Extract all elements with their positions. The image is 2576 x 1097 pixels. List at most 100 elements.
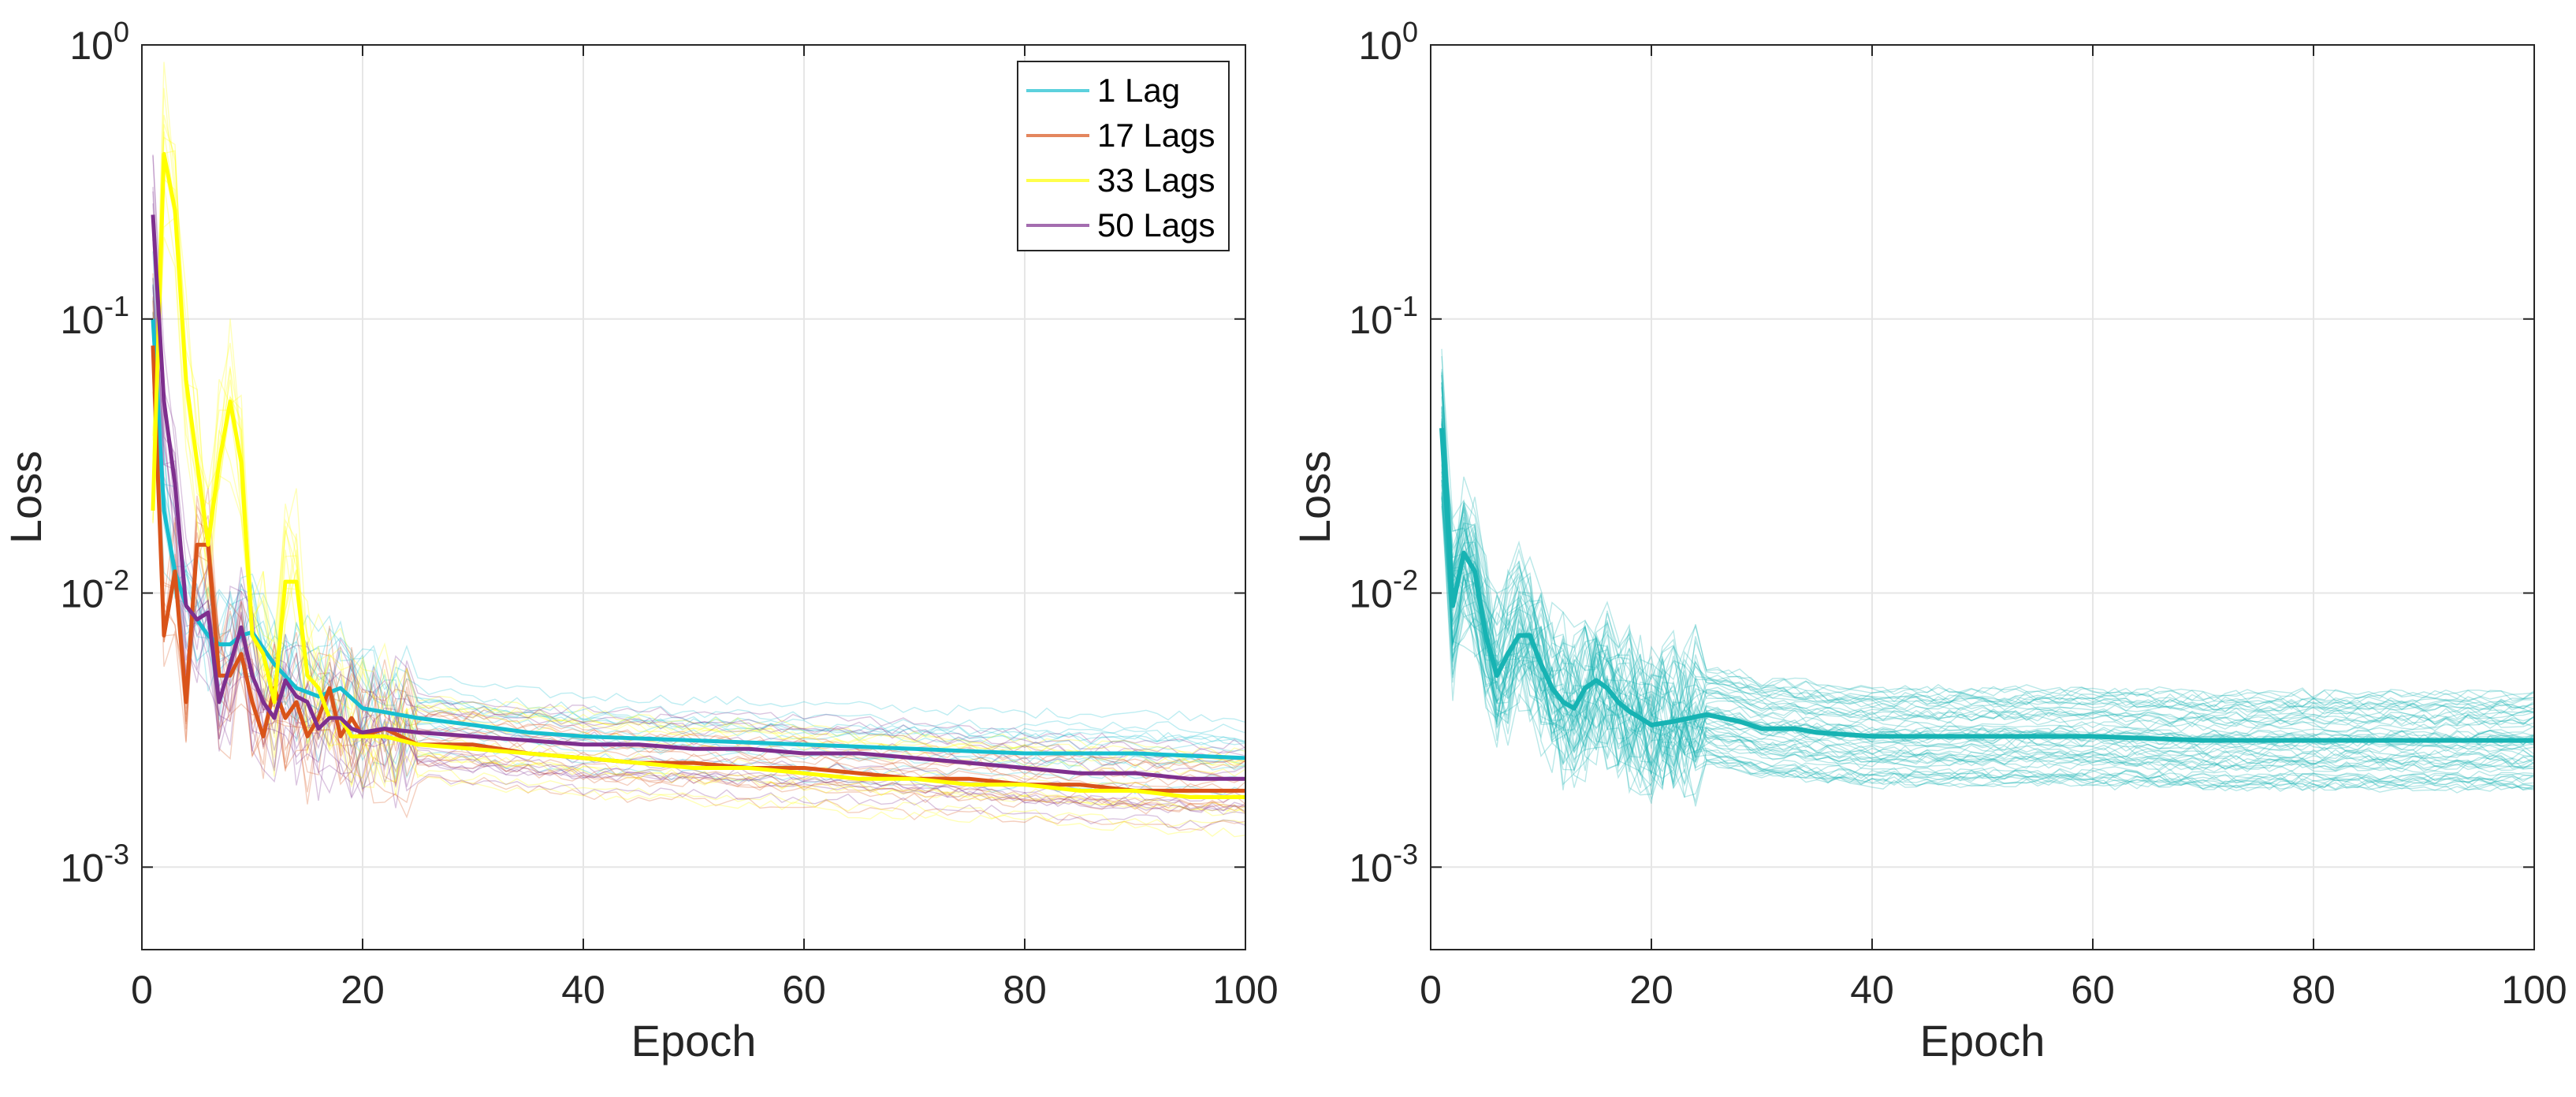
axes-frame bbox=[141, 44, 1246, 950]
background-run-line bbox=[152, 365, 1245, 812]
background-run-line bbox=[152, 154, 1245, 757]
legend-label-50-lags: 50 Lags bbox=[1097, 206, 1215, 244]
x-tick-label: 80 bbox=[1003, 968, 1047, 1012]
x-tick-label: 20 bbox=[1629, 968, 1673, 1012]
background-run-line bbox=[1441, 406, 2534, 770]
y-tick-exponent: 0 bbox=[1402, 16, 1418, 48]
legend-label-17-lags: 17 Lags bbox=[1097, 117, 1215, 154]
background-run-line bbox=[1441, 480, 2534, 783]
background-run-line bbox=[1441, 411, 2534, 742]
background-run-line bbox=[152, 298, 1245, 746]
series-line-mean bbox=[1439, 428, 2534, 743]
y-axis-label: Loss bbox=[1290, 451, 1339, 544]
background-run-line bbox=[1441, 459, 2534, 775]
background-run-line bbox=[1441, 431, 2534, 792]
background-run-line bbox=[1441, 420, 2534, 791]
background-run-line bbox=[1441, 484, 2534, 794]
background-run-line bbox=[152, 155, 1245, 763]
background-run-line bbox=[1441, 443, 2534, 782]
background-run-line bbox=[1441, 506, 2534, 804]
background-run-line bbox=[152, 187, 1245, 751]
background-run-line bbox=[1441, 452, 2534, 784]
background-run-line bbox=[1441, 407, 2534, 752]
background-run-line bbox=[1441, 421, 2534, 785]
background-run-line bbox=[152, 278, 1245, 829]
background-run-line bbox=[152, 177, 1245, 813]
background-run-line bbox=[152, 216, 1245, 827]
background-run-line bbox=[1441, 396, 2534, 727]
background-run-line bbox=[152, 284, 1245, 752]
background-run-line bbox=[1441, 498, 2534, 795]
y-tick-exponent: -2 bbox=[1393, 564, 1418, 597]
background-run-line bbox=[152, 347, 1245, 793]
y-tick-label: 100 bbox=[69, 16, 129, 68]
background-run-line bbox=[152, 322, 1245, 746]
background-run-line bbox=[152, 277, 1245, 743]
background-run-line bbox=[1441, 425, 2534, 776]
background-run-line bbox=[152, 340, 1245, 743]
x-tick-label: 100 bbox=[2501, 968, 2567, 1012]
y-tick-label: 10-1 bbox=[1349, 290, 1418, 342]
x-tick-label: 60 bbox=[782, 968, 826, 1012]
background-runs bbox=[152, 61, 1245, 838]
x-tick-label: 0 bbox=[131, 968, 153, 1012]
background-run-line bbox=[1441, 432, 2534, 772]
y-tick-exponent: -1 bbox=[104, 290, 129, 322]
x-axis-label: Epoch bbox=[631, 1016, 757, 1065]
background-run-line bbox=[1441, 407, 2534, 707]
x-axis-ticks: 0 20 40 60 80 100 bbox=[131, 45, 1279, 1012]
y-tick-label: 10-2 bbox=[60, 564, 129, 616]
background-run-line bbox=[1441, 418, 2534, 721]
background-run-line bbox=[1441, 451, 2534, 761]
background-run-line bbox=[1441, 493, 2534, 785]
x-tick-label: 80 bbox=[2291, 968, 2336, 1012]
background-run-line bbox=[1441, 504, 2534, 789]
series-lines bbox=[1439, 428, 2534, 743]
background-run-line bbox=[1441, 428, 2534, 721]
background-run-line bbox=[152, 184, 1245, 812]
y-tick-exponent: -3 bbox=[1393, 838, 1418, 870]
background-run-line bbox=[1441, 422, 2534, 733]
background-run-line bbox=[1441, 438, 2534, 749]
x-tick-label: 40 bbox=[1850, 968, 1894, 1012]
legend-label-33-lags: 33 Lags bbox=[1097, 162, 1215, 199]
background-run-line bbox=[1441, 348, 2534, 733]
background-run-line bbox=[152, 238, 1245, 816]
background-run-line bbox=[1441, 495, 2534, 786]
series-line-50-lags bbox=[151, 214, 1245, 781]
background-run-line bbox=[1441, 423, 2534, 801]
background-run-line bbox=[152, 136, 1245, 763]
background-run-line bbox=[1441, 382, 2534, 723]
series-line-33-lags bbox=[151, 151, 1245, 799]
background-run-line bbox=[1441, 448, 2534, 737]
background-run-line bbox=[1441, 431, 2534, 786]
background-run-line bbox=[1441, 497, 2534, 798]
background-run-line bbox=[152, 285, 1245, 812]
y-tick-exponent: -3 bbox=[104, 838, 129, 870]
plot-area bbox=[1431, 45, 2534, 950]
background-run-line bbox=[152, 228, 1245, 758]
background-run-line bbox=[1441, 480, 2534, 764]
y-tick-label: 10-2 bbox=[1349, 564, 1418, 616]
legend: 1 Lag 17 Lags 33 Lags 50 Lags bbox=[1017, 61, 1230, 251]
background-run-line bbox=[1441, 387, 2534, 770]
background-run-line bbox=[1441, 374, 2534, 728]
y-axis-label: Loss bbox=[1, 451, 50, 544]
background-run-line bbox=[152, 311, 1245, 734]
background-run-line bbox=[1441, 463, 2534, 755]
background-run-line bbox=[152, 381, 1245, 813]
x-tick-label: 0 bbox=[1420, 968, 1442, 1012]
background-run-line bbox=[1441, 371, 2534, 748]
y-tick-exponent: -2 bbox=[104, 564, 129, 597]
background-run-line bbox=[1441, 418, 2534, 768]
background-run-line bbox=[152, 391, 1245, 831]
background-run-line bbox=[1441, 476, 2534, 790]
background-run-line bbox=[152, 231, 1245, 813]
background-run-line bbox=[1441, 375, 2534, 737]
x-axis-ticks: 0 20 40 60 80 100 bbox=[1420, 45, 2567, 1012]
